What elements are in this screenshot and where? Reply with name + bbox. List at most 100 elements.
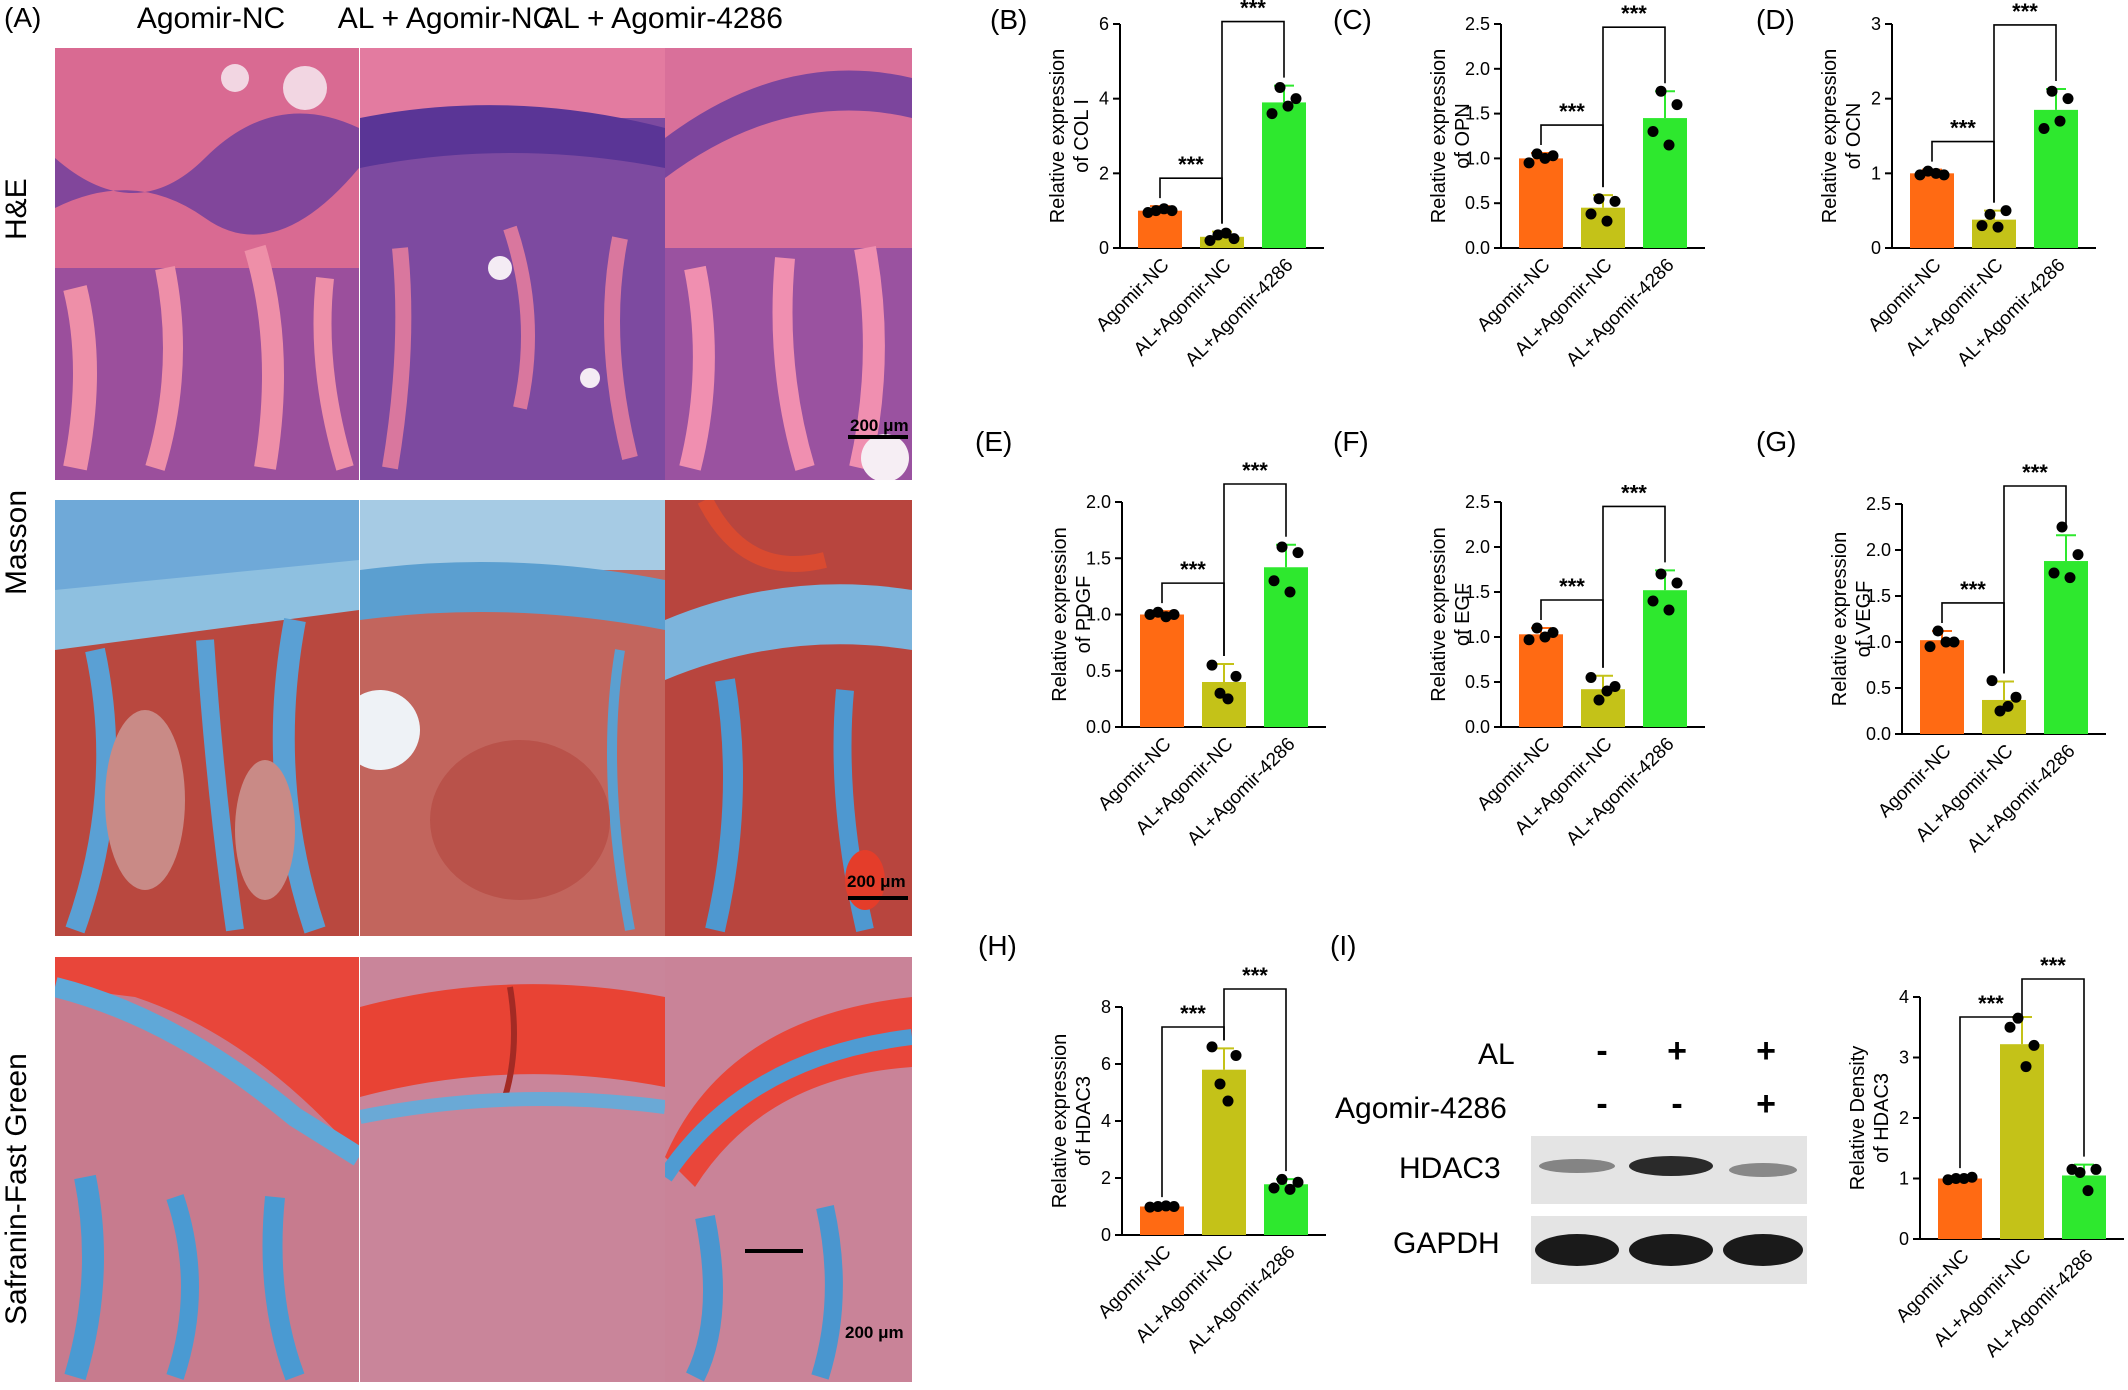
data-point: [1292, 547, 1304, 559]
bar: [2044, 561, 2088, 734]
chart-svg: Relative Density of HDAC301234Agomir-NCAL…: [1847, 953, 2124, 1362]
wb-band-gapdh-lane-1: [1535, 1234, 1619, 1266]
chart-svg: Relative expression of OPN 0.0 0.5 1.0 1.5 2.0…: [1428, 1, 1705, 371]
bar: [1200, 236, 1244, 248]
panel-letter-d: (D): [1756, 4, 1795, 35]
y-axis-label-line: Relative expression: [1049, 1034, 1071, 1209]
data-point: [2004, 1021, 2016, 1033]
significance-bracket: [1221, 20, 1285, 224]
data-point: [1230, 1049, 1242, 1061]
significance-label: ***: [2012, 0, 2038, 24]
histology-image-safranin-al-agomir-4286: 200 μm: [665, 957, 912, 1382]
y-axis-label-line: Relative expression: [1819, 49, 1841, 224]
y-tick-label: 6: [1099, 14, 1109, 34]
y-tick-label: 1.0: [1866, 632, 1891, 652]
data-point: [2048, 567, 2060, 579]
scale-bar: [848, 896, 908, 900]
histology-image-masson-al-agomir-nc: [360, 500, 665, 936]
y-tick-label: 2.5: [1866, 494, 1891, 514]
x-tick-label: AL+Agomir-4286: [1562, 734, 1678, 850]
data-point: [1663, 139, 1675, 151]
significance-bracket: [1959, 1008, 2023, 1169]
data-point: [1601, 215, 1613, 227]
bar: [1643, 118, 1687, 248]
y-tick-label: 4: [1101, 1111, 1111, 1131]
data-point: [1206, 659, 1218, 671]
significance-label: ***: [1978, 991, 2004, 1016]
y-tick-label: 3: [1871, 14, 1881, 34]
chart-svg: Relative expression of EGF 0.0 0.5 1.0 1.5 2.0…: [1428, 480, 1705, 850]
y-tick-label: 0.0: [1465, 717, 1490, 737]
data-point: [1547, 627, 1559, 638]
data-point: [1222, 693, 1234, 705]
y-tick-label: 6: [1101, 1054, 1111, 1074]
significance-label: ***: [1960, 577, 1986, 602]
chart-svg: Relative expression of COL I0246Agomir-NC…: [1047, 0, 1324, 371]
significance-bracket: [2021, 978, 2085, 1157]
data-point: [2064, 572, 2076, 584]
significance-bracket: [2003, 485, 2067, 674]
panel-letter-i: (I): [1330, 930, 1357, 961]
chart-svg: Relative expression of VEGF 0.0 0.5 1.0 1.5 2.…: [1829, 460, 2106, 857]
data-point: [1292, 1176, 1304, 1188]
y-tick-label: 0.5: [1086, 661, 1111, 681]
data-point: [1228, 233, 1240, 245]
wb-band-label-gapdh: GAPDH: [1393, 1227, 1500, 1260]
y-tick-label: 2.0: [1866, 540, 1891, 560]
data-point: [1992, 221, 2004, 233]
wb-agomir-sign-lane-2: -: [1671, 1085, 1683, 1123]
wb-row-label-al: AL: [1478, 1038, 1515, 1071]
y-tick-label: 2: [1899, 1108, 1909, 1128]
y-tick-label: 1.0: [1086, 605, 1111, 625]
data-point: [1647, 126, 1659, 138]
data-point: [1523, 634, 1535, 646]
panel-letter-f: (F): [1333, 426, 1369, 457]
data-point: [1593, 694, 1605, 706]
data-point: [2054, 115, 2066, 127]
bar: [1519, 158, 1563, 248]
data-point: [1938, 169, 1950, 181]
data-point: [1222, 1095, 1234, 1107]
histology-image-he-agomir-nc: [55, 48, 359, 480]
y-axis-label: Relative expression of PDGF: [1049, 527, 1095, 702]
y-tick-label: 2.5: [1465, 14, 1490, 34]
data-point: [2062, 93, 2074, 105]
y-tick-label: 2.0: [1465, 537, 1490, 557]
data-point: [2012, 1012, 2024, 1024]
data-point: [1144, 1201, 1156, 1213]
y-axis-label: Relative expression of HDAC3: [1049, 1034, 1095, 1209]
data-point: [1152, 1201, 1164, 1212]
data-point: [1266, 108, 1278, 120]
y-tick-label: 1: [1899, 1169, 1909, 1189]
y-axis-label-line: Relative expression: [1428, 527, 1450, 702]
data-point: [2056, 521, 2068, 533]
scale-bar: [848, 435, 908, 439]
y-tick-label: 0.0: [1465, 238, 1490, 258]
significance-label: ***: [1559, 574, 1585, 599]
bar: [2000, 1044, 2044, 1239]
row-label-masson: Masson: [0, 489, 33, 595]
y-tick-label: 2: [1099, 163, 1109, 183]
y-axis-label: Relative expression of VEGF: [1829, 532, 1875, 707]
data-point: [1152, 606, 1164, 618]
data-point: [1948, 636, 1960, 648]
data-point: [1585, 672, 1597, 683]
row-label-safranin: Safranin-Fast Green: [0, 1053, 33, 1325]
y-tick-label: 1.5: [1866, 586, 1891, 606]
data-point: [1268, 1182, 1280, 1194]
y-tick-label: 0.5: [1866, 678, 1891, 698]
bar: [1920, 640, 1964, 734]
data-point: [1986, 675, 1998, 687]
data-point: [1214, 1078, 1226, 1090]
wb-al-sign-lane-1: -: [1596, 1032, 1608, 1070]
significance-label: ***: [1240, 0, 1266, 21]
wb-agomir-sign-lane-1: -: [1596, 1085, 1608, 1123]
significance-label: ***: [2040, 953, 2066, 978]
data-point: [1984, 208, 1996, 220]
y-tick-label: 4: [1099, 89, 1109, 109]
bar: [1519, 634, 1563, 727]
data-point: [1214, 687, 1226, 699]
chart-svg: Relative expression of PDGF 0.0 0.5 1.0 1.5 2.…: [1049, 458, 1326, 850]
wb-blot-hdac3: [1531, 1136, 1807, 1204]
data-point: [2090, 1163, 2102, 1175]
